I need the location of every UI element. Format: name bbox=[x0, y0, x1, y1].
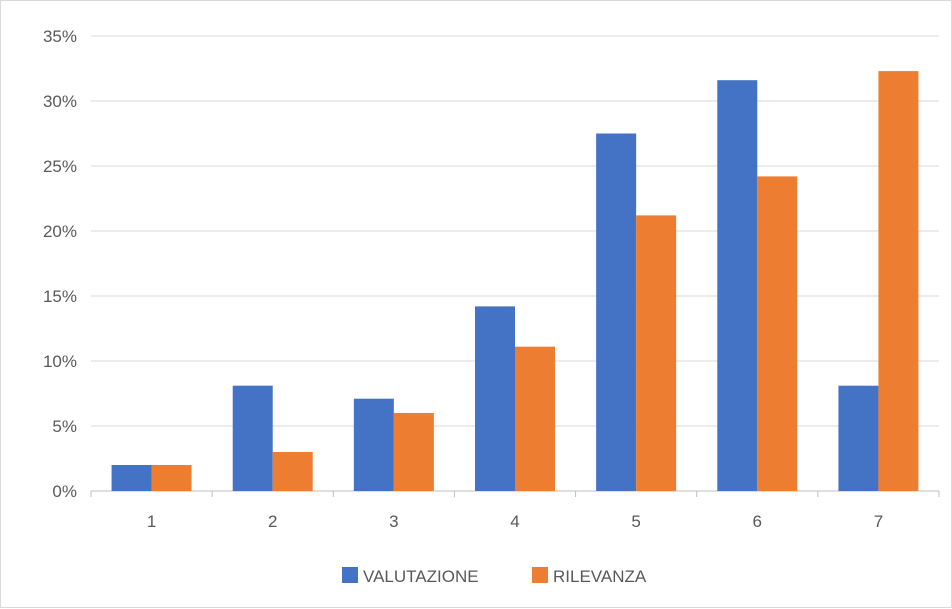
bar-rilevanza-6 bbox=[757, 176, 798, 491]
bar-valutazione-5 bbox=[596, 133, 637, 491]
legend-label-rilevanza: RILEVANZA bbox=[553, 567, 647, 586]
x-tick-label: 2 bbox=[268, 512, 277, 531]
x-tick-label: 1 bbox=[147, 512, 156, 531]
bar-rilevanza-1 bbox=[151, 465, 192, 491]
bar-valutazione-6 bbox=[717, 80, 758, 491]
x-tick-label: 3 bbox=[389, 512, 398, 531]
y-tick-label: 15% bbox=[43, 287, 77, 306]
y-tick-label: 0% bbox=[52, 482, 77, 501]
y-tick-label: 25% bbox=[43, 157, 77, 176]
y-tick-label: 10% bbox=[43, 352, 77, 371]
bar-valutazione-7 bbox=[838, 385, 879, 491]
bar-rilevanza-5 bbox=[636, 215, 677, 491]
legend-label-valutazione: VALUTAZIONE bbox=[363, 567, 479, 586]
legend-swatch-valutazione bbox=[342, 567, 358, 583]
x-tick-label: 7 bbox=[874, 512, 883, 531]
bar-rilevanza-7 bbox=[878, 71, 919, 491]
x-tick-label: 6 bbox=[753, 512, 762, 531]
x-tick-label: 5 bbox=[631, 512, 640, 531]
y-tick-label: 20% bbox=[43, 222, 77, 241]
y-tick-label: 35% bbox=[43, 27, 77, 46]
x-tick-label: 4 bbox=[510, 512, 519, 531]
bar-valutazione-1 bbox=[111, 465, 152, 491]
bar-valutazione-3 bbox=[353, 398, 394, 491]
legend-swatch-rilevanza bbox=[532, 567, 548, 583]
bar-rilevanza-4 bbox=[515, 346, 555, 491]
bar-valutazione-2 bbox=[232, 385, 273, 491]
bar-valutazione-4 bbox=[475, 306, 515, 491]
bar-rilevanza-2 bbox=[272, 452, 313, 491]
y-tick-label: 30% bbox=[43, 92, 77, 111]
y-tick-label: 5% bbox=[52, 417, 77, 436]
bar-rilevanza-3 bbox=[393, 413, 434, 491]
